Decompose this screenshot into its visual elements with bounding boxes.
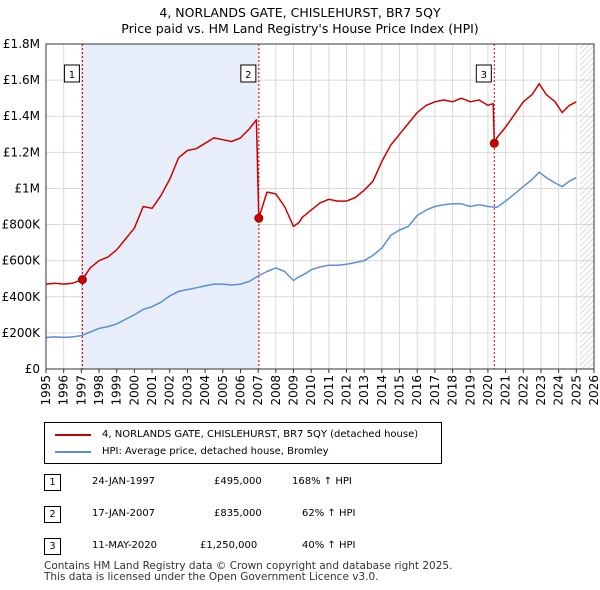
- sale-badge: 1: [44, 474, 61, 491]
- x-tick-label: 2000: [127, 375, 141, 406]
- x-tick-label: 2020: [481, 375, 495, 406]
- x-tick-label: 2013: [357, 375, 371, 406]
- x-tick-label: 2019: [463, 375, 477, 406]
- footer-licence: This data is licensed under the Open Gov…: [44, 571, 379, 583]
- x-tick-label: 1999: [110, 375, 124, 406]
- legend-label-property: 4, NORLANDS GATE, CHISLEHURST, BR7 5QY (…: [102, 429, 419, 440]
- sale-hpi-change: 62% ↑ HPI: [302, 508, 356, 519]
- x-tick-label: 2026: [587, 375, 600, 406]
- chart-title: 4, NORLANDS GATE, CHISLEHURST, BR7 5QY: [159, 5, 441, 20]
- x-tick-label: 2018: [446, 375, 460, 406]
- plot-frame: [45, 43, 595, 370]
- y-tick-label: £1.8M: [3, 37, 40, 51]
- x-tick-label: 2010: [304, 375, 318, 406]
- x-tick-label: 2003: [180, 375, 194, 406]
- legend-swatch-blue: [55, 451, 91, 453]
- chart-subtitle: Price paid vs. HM Land Registry's House …: [121, 21, 478, 36]
- table-row: 1 24-JAN-1997 £495,000 168% ↑ HPI: [44, 474, 464, 492]
- x-tick-label: 1998: [92, 375, 106, 406]
- x-tick-label: 2021: [499, 375, 513, 406]
- y-tick-label: £400K: [2, 290, 42, 304]
- y-tick-label: £200K: [2, 326, 42, 340]
- y-tick-label: £0: [25, 362, 40, 376]
- x-tick-label: 2004: [198, 375, 212, 406]
- sale-hpi-change: 40% ↑ HPI: [302, 540, 356, 551]
- x-tick-label: 2011: [322, 375, 336, 406]
- x-tick-label: 2006: [233, 375, 247, 406]
- sale-label: 1: [69, 70, 75, 81]
- x-tick-label: 2017: [428, 375, 442, 406]
- y-tick-label: £600K: [2, 254, 42, 268]
- table-row: 3 11-MAY-2020 £1,250,000 40% ↑ HPI: [44, 538, 464, 556]
- table-row: 2 17-JAN-2007 £835,000 62% ↑ HPI: [44, 506, 464, 524]
- sale-label-box: [63, 64, 80, 83]
- series-line-hpi: [45, 171, 577, 339]
- footer: Contains HM Land Registry data © Crown c…: [44, 561, 452, 583]
- x-tick-label: 1995: [39, 375, 53, 406]
- x-tick-label: 2005: [216, 375, 230, 406]
- x-tick-label: 2016: [410, 375, 424, 406]
- sale-price: £1,250,000: [200, 540, 258, 551]
- sale-badge: 2: [44, 506, 61, 523]
- x-tick-label: 2008: [269, 375, 283, 406]
- sale-date: 24-JAN-1997: [92, 476, 156, 487]
- x-tick-label: 2014: [375, 375, 389, 406]
- y-tick-label: £1.2M: [3, 145, 40, 159]
- x-tick-label: 2024: [552, 375, 566, 406]
- sale-period-shade: [82, 44, 259, 369]
- sale-price: £835,000: [214, 508, 262, 519]
- legend: 4, NORLANDS GATE, CHISLEHURST, BR7 5QY (…: [44, 422, 442, 464]
- sale-label-box: [240, 64, 257, 83]
- x-tick-label: 2007: [251, 375, 265, 406]
- y-tick-label: £1M: [14, 181, 40, 195]
- sale-point: [77, 275, 87, 285]
- x-tick-label: 2009: [286, 375, 300, 406]
- chart: 4, NORLANDS GATE, CHISLEHURST, BR7 5QY P…: [2, 5, 600, 406]
- sale-label: 3: [481, 70, 487, 81]
- legend-swatch-red: [55, 434, 91, 436]
- x-tick-label: 1996: [57, 375, 71, 406]
- sale-point: [489, 138, 499, 148]
- x-tick-label: 2022: [516, 375, 530, 406]
- y-tick-label: £1.6M: [3, 73, 40, 87]
- y-tick-label: £800K: [2, 218, 42, 232]
- sale-point: [254, 213, 264, 223]
- sale-hpi-change: 168% ↑ HPI: [292, 476, 352, 487]
- x-tick-label: 2025: [569, 375, 583, 406]
- x-tick-label: 2001: [145, 375, 159, 406]
- sale-label: 2: [245, 70, 251, 81]
- sale-price: £495,000: [214, 476, 262, 487]
- sale-date: 17-JAN-2007: [92, 508, 156, 519]
- legend-label-hpi: HPI: Average price, detached house, Brom…: [102, 446, 329, 457]
- x-tick-label: 2012: [340, 375, 354, 406]
- forecast-hatch: [579, 44, 594, 369]
- footer-copyright: Contains HM Land Registry data © Crown c…: [44, 560, 453, 572]
- sale-badge: 3: [44, 538, 61, 555]
- sale-label-box: [475, 64, 492, 83]
- sale-date: 11-MAY-2020: [92, 540, 158, 551]
- x-tick-label: 2002: [163, 375, 177, 406]
- x-tick-label: 2023: [534, 375, 548, 406]
- x-tick-label: 2015: [393, 375, 407, 406]
- y-tick-label: £1.4M: [3, 109, 40, 123]
- x-tick-label: 1997: [74, 375, 88, 406]
